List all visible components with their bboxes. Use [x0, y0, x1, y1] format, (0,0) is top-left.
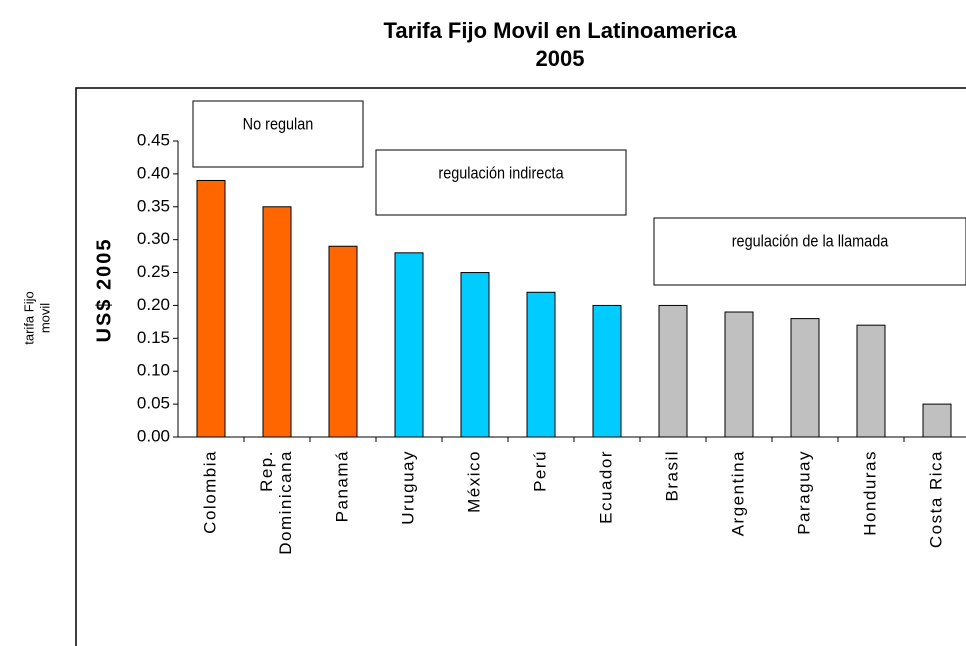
x-tick-label: Paraguay	[794, 450, 813, 535]
bar	[460, 272, 490, 438]
annotation: regulación de la llamada	[732, 232, 889, 250]
y-axis-label: US$ 2005	[93, 238, 115, 343]
y-tick-label: 0.00	[137, 426, 170, 445]
bar	[328, 245, 358, 438]
outer-label: movil	[37, 303, 52, 333]
x-tick-label: Honduras	[860, 450, 879, 536]
bar	[790, 318, 820, 438]
x-tick-label: Perú	[530, 450, 549, 492]
annotation-box	[375, 149, 627, 216]
bar	[262, 206, 292, 438]
y-tick-label: 0.45	[137, 130, 170, 149]
chart-title: Tarifa Fijo Movil en Latinoamerica	[384, 18, 738, 43]
bar	[526, 291, 556, 438]
y-tick-label: 0.40	[137, 163, 170, 182]
bar	[922, 403, 952, 438]
x-tick-label: Brasil	[662, 450, 681, 502]
y-tick-label: 0.25	[137, 262, 170, 281]
chart-subtitle: 2005	[536, 46, 585, 71]
annotation: regulación indirecta	[438, 164, 563, 182]
bar	[658, 304, 688, 438]
x-tick-label: Ecuador	[596, 450, 615, 524]
y-tick-label: 0.20	[137, 295, 170, 314]
annotation-box	[192, 100, 364, 168]
annotation: No regulan	[243, 115, 314, 133]
x-tick-label: Panamá	[332, 450, 351, 522]
bar	[394, 252, 424, 438]
bar	[724, 311, 754, 438]
x-tick-label: México	[464, 450, 483, 513]
y-tick-label: 0.05	[137, 394, 170, 413]
x-tick-label: Argentina	[728, 450, 747, 536]
chart-frame	[75, 87, 966, 646]
y-tick-label: 0.35	[137, 196, 170, 215]
outer-label: tarifa Fijo	[21, 291, 36, 344]
x-tick-label: Colombia	[200, 450, 219, 534]
y-tick-label: 0.15	[137, 328, 170, 347]
y-tick-label: 0.10	[137, 361, 170, 380]
bar	[196, 179, 226, 438]
y-tick-label: 0.30	[137, 229, 170, 248]
annotation-box	[653, 217, 966, 286]
x-tick-label: Uruguay	[398, 450, 417, 525]
bar	[856, 324, 886, 438]
bar	[592, 304, 622, 438]
x-tick-label: Rep.Dominicana	[257, 450, 295, 555]
x-tick-label: Costa Rica	[926, 450, 945, 548]
